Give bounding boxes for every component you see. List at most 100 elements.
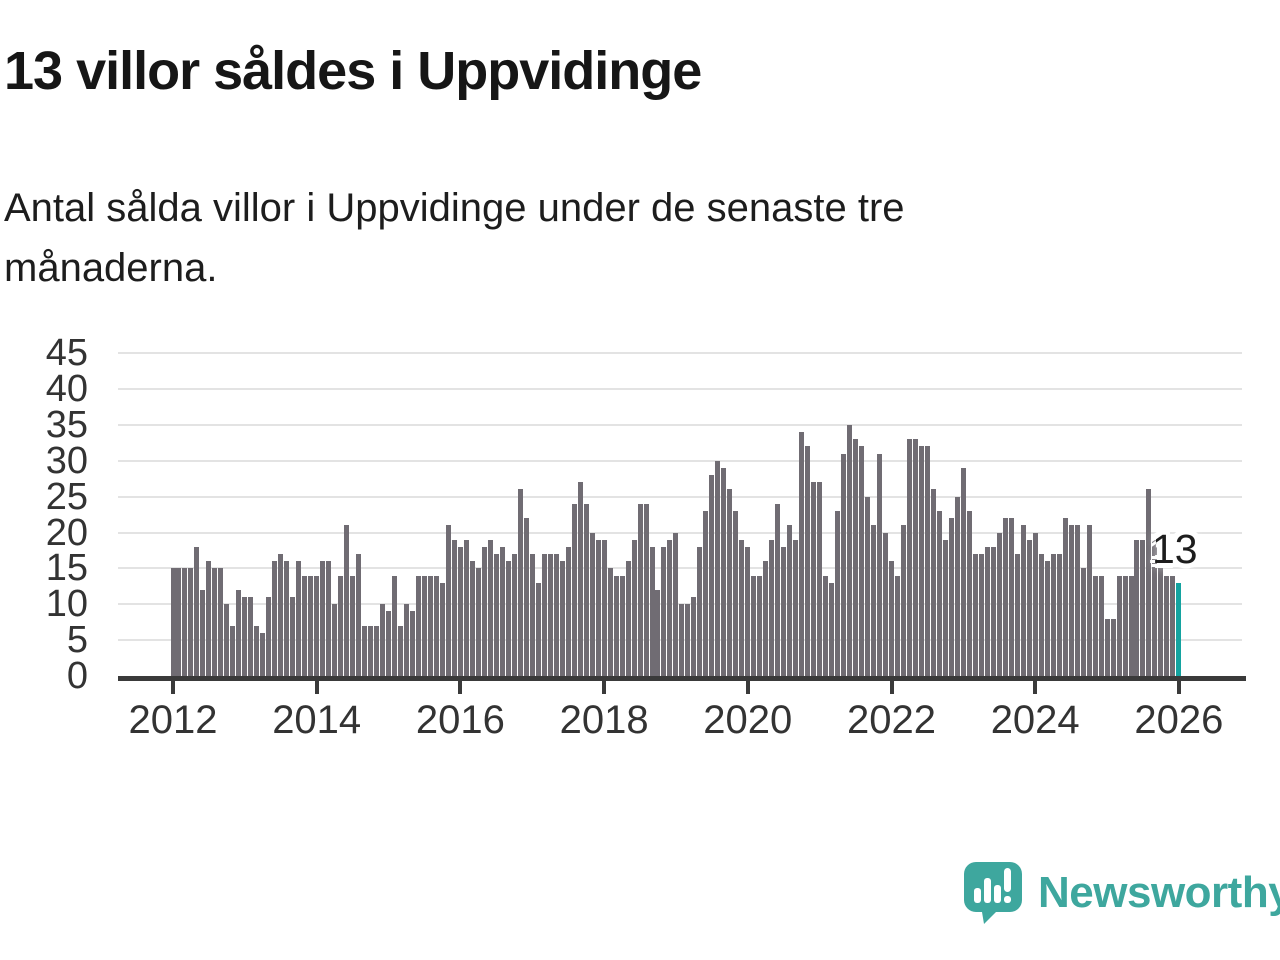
- bar: [415, 575, 421, 676]
- bar: [787, 525, 793, 676]
- bar: [1158, 568, 1164, 676]
- bar: [475, 568, 481, 676]
- x-tick-label-2014: 2014: [272, 698, 362, 742]
- bar: [751, 575, 757, 676]
- bar: [260, 632, 266, 676]
- bar: [829, 582, 835, 676]
- bar: [936, 510, 942, 676]
- bar: [242, 597, 248, 676]
- bar: [439, 582, 445, 676]
- bar: [1110, 618, 1116, 676]
- bar: [781, 546, 787, 676]
- gridline-25: [118, 495, 1242, 498]
- bar: [865, 496, 871, 676]
- y-tick-label: 15: [45, 547, 88, 590]
- bar-latest-highlight: [1176, 582, 1182, 676]
- bar: [344, 525, 350, 676]
- bar: [1140, 539, 1146, 676]
- x-tick-2022: [889, 676, 894, 694]
- y-tick-label: 20: [45, 511, 88, 554]
- gridline-15: [118, 567, 1242, 570]
- bar: [709, 475, 715, 676]
- bar: [721, 467, 727, 676]
- newsworthy-icon: [964, 862, 1022, 924]
- bar: [565, 546, 571, 676]
- bar: [769, 539, 775, 676]
- bar: [493, 554, 499, 676]
- bar: [978, 554, 984, 676]
- bar: [278, 554, 284, 676]
- bar: [350, 575, 356, 676]
- x-tick-2012: [171, 676, 175, 694]
- bar: [697, 546, 703, 676]
- bar: [517, 489, 523, 676]
- x-tick-2024: [1033, 676, 1038, 694]
- x-tick-2020: [745, 676, 750, 694]
- bar: [284, 561, 290, 676]
- y-tick-label: 40: [45, 368, 88, 410]
- bar: [421, 575, 427, 676]
- x-tick-label-2018: 2018: [559, 698, 649, 742]
- bar: [1014, 554, 1020, 676]
- bar: [559, 561, 565, 676]
- bar: [362, 625, 368, 676]
- last-value-label: 13: [1152, 526, 1198, 572]
- bar: [547, 554, 553, 676]
- newsworthy-logo[interactable]: Newsworthy: [962, 860, 1280, 926]
- bar: [194, 546, 200, 676]
- bar: [583, 503, 589, 676]
- bar: [877, 453, 883, 676]
- bar: [541, 554, 547, 676]
- bar: [248, 597, 254, 676]
- bar: [942, 539, 948, 676]
- bar: [912, 439, 918, 676]
- bar: [954, 496, 960, 676]
- bar: [1026, 539, 1032, 676]
- bar: [966, 510, 972, 676]
- y-tick-label: 45: [45, 332, 88, 375]
- bar: [607, 568, 613, 676]
- bar: [176, 568, 182, 676]
- bar: [667, 539, 673, 676]
- gridline-40: [118, 388, 1242, 390]
- gridline-20: [118, 531, 1242, 534]
- bar: [427, 575, 433, 676]
- bar: [835, 510, 841, 676]
- bar: [793, 539, 799, 676]
- bar: [445, 525, 451, 676]
- bar: [1170, 575, 1176, 676]
- bar: [1032, 532, 1038, 676]
- bar: [302, 575, 308, 676]
- bar: [320, 561, 326, 676]
- bar: [889, 561, 894, 676]
- bar: [326, 561, 332, 676]
- bar: [505, 561, 511, 676]
- bar: [853, 439, 859, 676]
- bar: [841, 453, 847, 676]
- bar: [451, 539, 457, 676]
- x-axis-line: [118, 676, 1246, 681]
- bar: [763, 561, 769, 676]
- bar: [374, 625, 380, 676]
- x-tick-label-2022: 2022: [847, 698, 936, 742]
- bar: [1086, 525, 1092, 676]
- bar: [1080, 568, 1086, 676]
- bar: [691, 597, 697, 676]
- gridline-35: [118, 423, 1242, 426]
- bar: [996, 532, 1002, 676]
- bar: [745, 546, 751, 676]
- bar: [643, 503, 649, 676]
- bar: [817, 482, 823, 676]
- bar: [655, 589, 661, 676]
- bar: [404, 604, 409, 676]
- bar: [948, 518, 954, 676]
- bar: [529, 554, 535, 676]
- bar: [757, 575, 763, 676]
- gridline-45: [118, 352, 1242, 355]
- bar: [661, 546, 667, 676]
- bar: [188, 568, 194, 676]
- bar: [930, 489, 936, 676]
- bar: [918, 446, 924, 676]
- bar: [1128, 575, 1134, 676]
